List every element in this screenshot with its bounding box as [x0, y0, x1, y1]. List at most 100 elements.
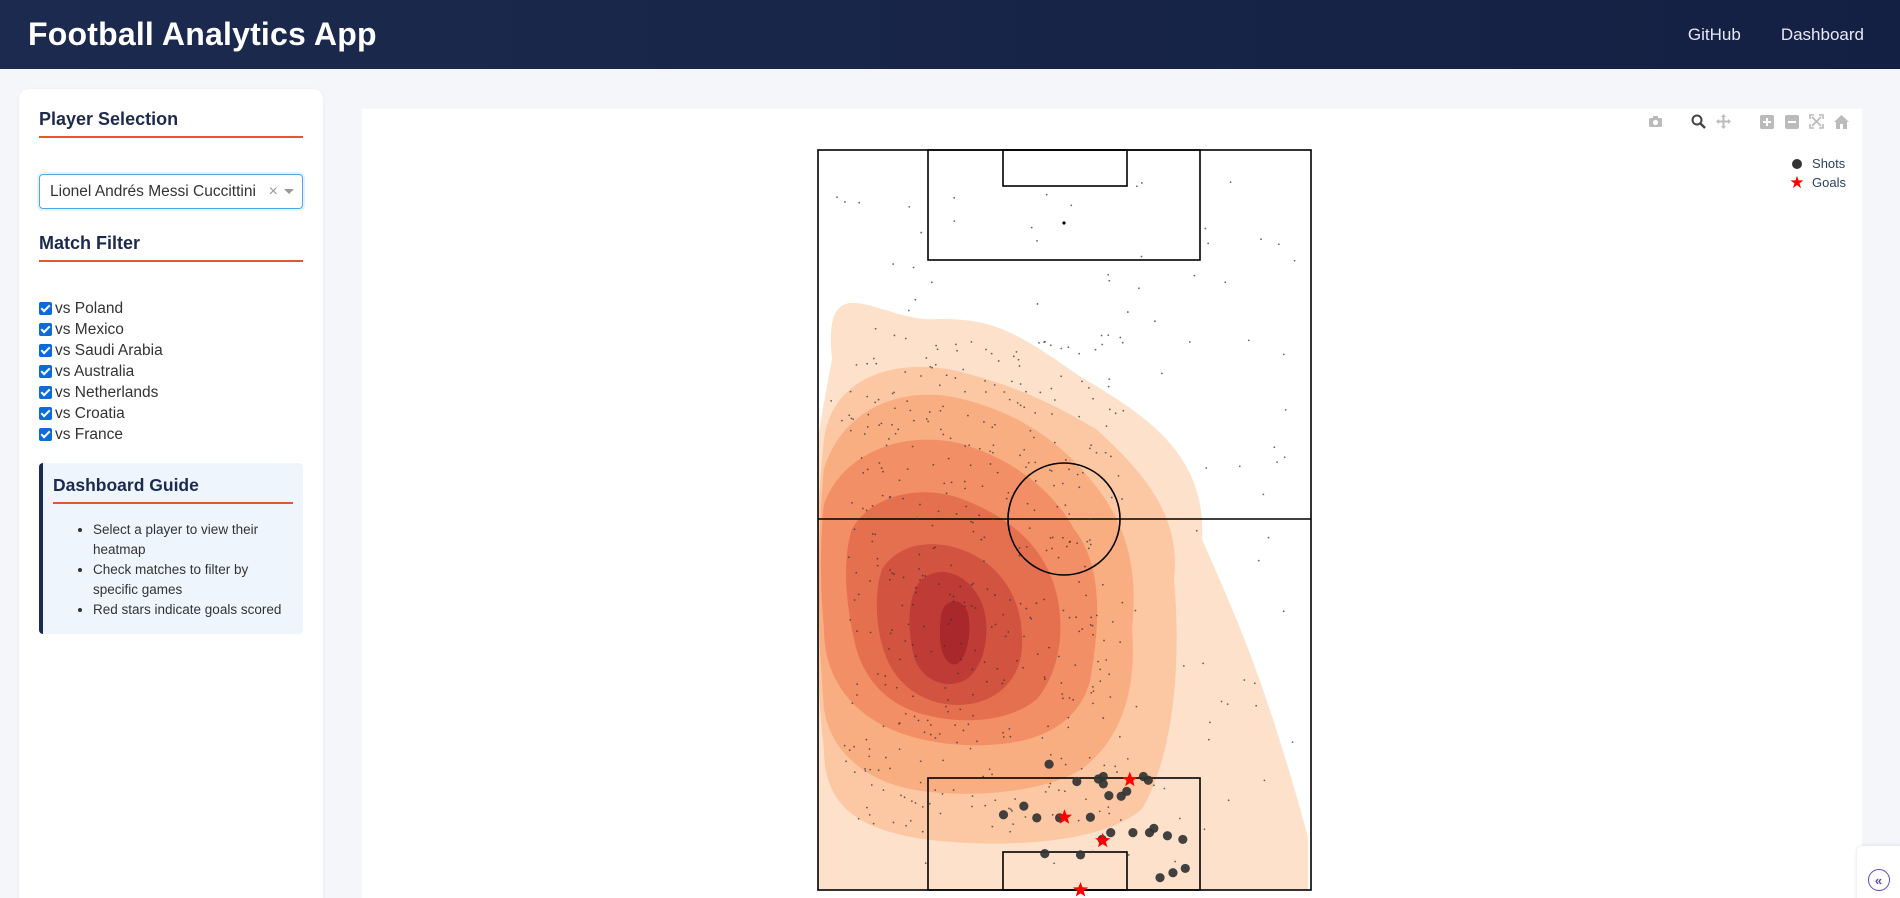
star-marker-icon: ★ [1789, 173, 1805, 192]
zoom-in-icon[interactable] [1758, 113, 1775, 130]
shot-marker[interactable] [1143, 775, 1153, 785]
touch-dot [921, 805, 924, 808]
legend-item-goals[interactable]: ★ Goals [1782, 173, 1846, 192]
touch-dot [851, 702, 854, 705]
touch-dot [952, 789, 955, 791]
pitch-heatmap-plot[interactable] [362, 109, 1862, 898]
match-option[interactable]: vs France [39, 424, 303, 445]
match-option[interactable]: vs Poland [39, 298, 303, 319]
touch-dot [1114, 765, 1117, 768]
touch-dot [868, 755, 871, 758]
shot-marker[interactable] [1106, 828, 1116, 838]
touch-dot [1007, 631, 1010, 633]
touch-dot [1025, 466, 1027, 469]
touch-dot [1140, 182, 1143, 184]
shot-marker[interactable] [1128, 828, 1138, 838]
touch-dot [1043, 676, 1046, 678]
clear-selection-icon[interactable]: × [268, 182, 278, 200]
camera-icon[interactable] [1647, 113, 1664, 130]
touch-dot [1121, 498, 1123, 500]
match-checkbox[interactable] [39, 365, 52, 378]
touch-dot [978, 447, 981, 450]
touch-dot [865, 509, 868, 512]
shot-marker[interactable] [1178, 834, 1188, 845]
match-checkbox[interactable] [39, 386, 52, 399]
touch-dot [916, 517, 919, 520]
shot-marker[interactable] [1040, 849, 1050, 859]
touch-dot [1087, 547, 1090, 550]
chevron-down-icon[interactable] [284, 189, 294, 194]
legend-item-shots[interactable]: Shots [1782, 154, 1846, 173]
touch-dot [1009, 599, 1011, 601]
match-option[interactable]: vs Mexico [39, 319, 303, 340]
touch-dot [941, 793, 944, 795]
touch-dot [1291, 741, 1294, 744]
shot-marker[interactable] [1162, 831, 1173, 841]
touch-dot [855, 571, 858, 574]
touch-dot [1174, 860, 1177, 863]
shot-marker[interactable] [1155, 873, 1165, 883]
match-checkbox[interactable] [39, 302, 52, 315]
touch-dot [1028, 527, 1031, 529]
touch-dot [1117, 474, 1120, 477]
touch-dot [915, 591, 918, 594]
shot-marker[interactable] [1019, 801, 1029, 811]
touch-dot [1036, 239, 1038, 242]
touch-dot [947, 699, 949, 701]
goal-marker[interactable] [1056, 809, 1073, 824]
touch-dot [882, 789, 885, 792]
shot-marker[interactable] [1098, 779, 1108, 789]
match-option[interactable]: vs Saudi Arabia [39, 340, 303, 361]
shot-marker[interactable] [1072, 776, 1082, 787]
shot-marker[interactable] [1168, 868, 1178, 878]
touch-dot [1116, 771, 1118, 773]
shot-marker[interactable] [1075, 850, 1086, 860]
touch-dot [1204, 227, 1207, 230]
touch-dot [1081, 471, 1084, 474]
match-option[interactable]: vs Croatia [39, 403, 303, 424]
dashboard-link[interactable]: Dashboard [1780, 24, 1864, 44]
touch-dot [965, 505, 968, 508]
match-checkbox[interactable] [39, 407, 52, 420]
touch-dot [911, 603, 914, 606]
shot-marker[interactable] [1044, 759, 1054, 769]
touch-dot [928, 411, 931, 413]
match-checkbox[interactable] [39, 323, 52, 336]
pan-icon[interactable] [1715, 113, 1732, 130]
shot-marker[interactable] [1180, 863, 1190, 874]
shot-marker[interactable] [1144, 828, 1155, 838]
match-option[interactable]: vs Netherlands [39, 382, 303, 403]
match-checkbox[interactable] [39, 428, 52, 441]
goal-marker[interactable] [1095, 832, 1111, 848]
collapse-sidebar-button[interactable]: « [1857, 846, 1900, 898]
touch-dot [894, 432, 897, 435]
shot-marker[interactable] [1098, 771, 1108, 782]
goal-marker[interactable] [1072, 882, 1089, 897]
shot-marker[interactable] [1032, 813, 1042, 823]
match-checkbox[interactable] [39, 344, 52, 357]
reset-axes-icon[interactable] [1833, 113, 1850, 130]
shot-marker[interactable] [1085, 812, 1095, 822]
autoscale-icon[interactable] [1808, 113, 1825, 130]
touch-dot [893, 391, 896, 394]
zoom-icon[interactable] [1690, 113, 1707, 130]
zoom-out-icon[interactable] [1783, 113, 1800, 130]
match-option[interactable]: vs Australia [39, 361, 303, 382]
shot-marker[interactable] [998, 810, 1009, 820]
touch-dot [1049, 344, 1052, 347]
goal-marker[interactable] [1122, 771, 1138, 787]
shot-marker[interactable] [1116, 791, 1126, 801]
touch-dot [904, 712, 907, 715]
touch-dot [1048, 785, 1051, 788]
touch-dot [989, 450, 992, 453]
touch-dot [919, 760, 922, 763]
player-select[interactable]: Lionel Andrés Messi Cuccittini × [39, 174, 303, 209]
shot-marker[interactable] [1104, 791, 1114, 801]
touch-dot [849, 390, 852, 393]
touch-dot [1062, 697, 1064, 700]
guide-list: Select a player to view their heatmap Ch… [53, 520, 293, 620]
touch-dot [892, 263, 895, 265]
touch-dot [856, 683, 859, 686]
github-link[interactable]: GitHub [1687, 24, 1741, 44]
match-label: vs France [55, 425, 124, 443]
